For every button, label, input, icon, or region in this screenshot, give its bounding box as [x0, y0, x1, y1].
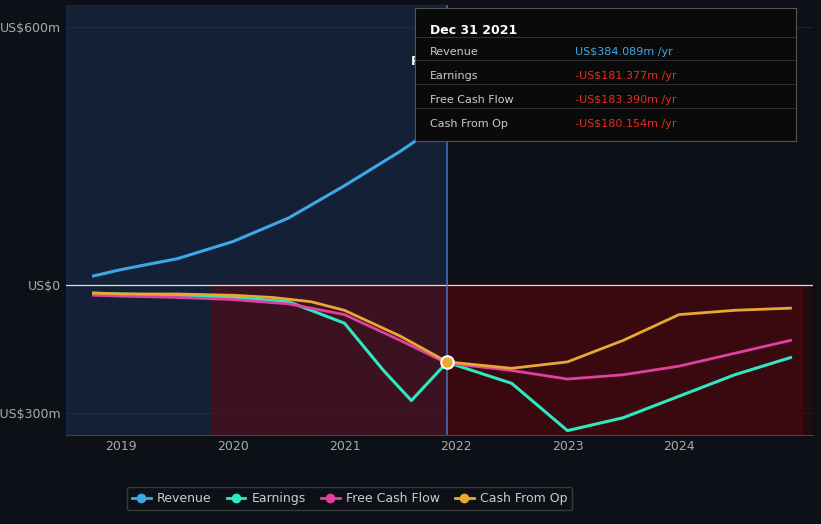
Bar [66, 5, 447, 435]
Text: US$384.089m /yr: US$384.089m /yr [575, 47, 672, 57]
Text: Cash From Op: Cash From Op [430, 119, 507, 129]
Text: -US$183.390m /yr: -US$183.390m /yr [575, 95, 677, 105]
Text: Revenue: Revenue [430, 47, 479, 57]
Bar [447, 285, 813, 435]
Text: Dec 31 2021: Dec 31 2021 [430, 24, 517, 37]
Text: Free Cash Flow: Free Cash Flow [430, 95, 513, 105]
Text: Analysts Forecasts: Analysts Forecasts [456, 54, 572, 68]
Text: -US$180.154m /yr: -US$180.154m /yr [575, 119, 677, 129]
Legend: Revenue, Earnings, Free Cash Flow, Cash From Op: Revenue, Earnings, Free Cash Flow, Cash … [127, 487, 572, 510]
Text: Earnings: Earnings [430, 71, 479, 81]
Text: Past: Past [411, 54, 442, 68]
Text: -US$181.377m /yr: -US$181.377m /yr [575, 71, 677, 81]
